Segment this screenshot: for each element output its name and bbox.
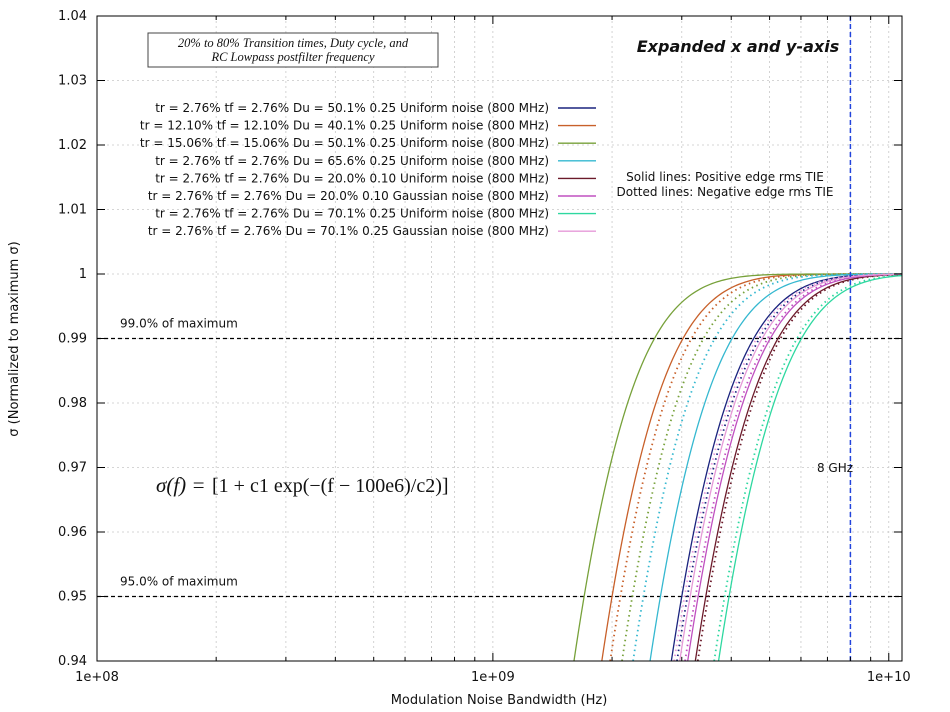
y-tick-label: 0.96 [58, 525, 87, 540]
reference-line-label: 99.0% of maximum [120, 317, 238, 331]
x-axis-label: Modulation Noise Bandwidth (Hz) [391, 693, 608, 708]
x-tick-label: 1e+10 [867, 670, 911, 685]
reference-lines: 99.0% of maximum 95.0% of maximum [97, 317, 902, 598]
series-line-solid [717, 274, 903, 662]
y-tick-label: 0.98 [58, 396, 87, 411]
legend-entry-label: tr = 2.76% tf = 2.76% Du = 65.6% 0.25 Un… [155, 154, 549, 168]
grid [96, 16, 902, 661]
subtitle-box [147, 32, 439, 68]
legend-entry-label: tr = 2.76% tf = 2.76% Du = 70.1% 0.25 Un… [155, 207, 549, 221]
curves [573, 273, 903, 662]
solid-lines-note: Solid lines: Positive edge rms TIE [626, 170, 824, 184]
dotted-lines-note: Dotted lines: Negative edge rms TIE [617, 185, 834, 199]
x-tick-label: 1e+08 [75, 670, 119, 685]
formula: σ(f) = [1 + c1 exp(−(f − 100e6)/c2)] [156, 473, 449, 497]
y-tick-label: 1.03 [58, 74, 87, 89]
subtitle-line-1: 20% to 80% Transition times, Duty cycle,… [178, 36, 409, 50]
x-tick-label: 1e+09 [471, 670, 515, 685]
legend-entry-label: tr = 2.76% tf = 2.76% Du = 20.0% 0.10 Un… [155, 171, 549, 185]
legend-entry-label: tr = 2.76% tf = 2.76% Du = 20.0% 0.10 Ga… [148, 189, 549, 203]
y-tick-label: 1 [79, 267, 87, 282]
series-line-dotted [676, 273, 903, 662]
marker-label: 8 GHz [817, 461, 853, 475]
series-line-dotted [673, 273, 903, 662]
y-tick-label: 0.99 [58, 332, 87, 347]
y-tick-label: 0.97 [58, 461, 87, 476]
series-line-dotted [713, 274, 903, 662]
y-tick-label: 1.02 [58, 138, 87, 153]
chart-title: Expanded x and y-axis [637, 37, 840, 56]
series-line-solid [601, 273, 902, 662]
y-tick-label: 1.01 [58, 203, 87, 218]
legend-entry-label: tr = 2.76% tf = 2.76% Du = 70.1% 0.25 Ga… [148, 224, 549, 238]
y-tick-label: 1.04 [58, 9, 87, 24]
legend-entry-label: tr = 12.10% tf = 12.10% Du = 40.1% 0.25 … [140, 119, 549, 133]
legend: tr = 2.76% tf = 2.76% Du = 50.1% 0.25 Un… [140, 101, 596, 238]
y-tick-label: 0.95 [58, 590, 87, 605]
legend-entry-label: tr = 15.06% tf = 15.06% Du = 50.1% 0.25 … [140, 136, 549, 150]
subtitle-line-2: RC Lowpass postfilter frequency [210, 50, 375, 64]
series-line-dotted [632, 273, 902, 662]
legend-entry-label: tr = 2.76% tf = 2.76% Du = 50.1% 0.25 Un… [155, 101, 549, 115]
axis-ticks: 1e+08 1e+09 1e+10 0.94 0.95 0.96 0.97 0.98 0.99 1… [58, 9, 911, 685]
reference-line-label: 95.0% of maximum [120, 575, 238, 589]
y-tick-label: 0.94 [58, 654, 87, 669]
series-line-dotted [696, 273, 903, 662]
formula-lhs: σ(f) = [156, 473, 206, 497]
formula-expression: [1 + c1 exp(−(f − 100e6)/c2)] [212, 475, 449, 497]
series-line-solid [687, 273, 903, 662]
series-line-solid [679, 273, 903, 662]
y-axis-label: σ (Normalized to maximum σ) [7, 241, 22, 436]
series-line-solid [649, 273, 903, 662]
